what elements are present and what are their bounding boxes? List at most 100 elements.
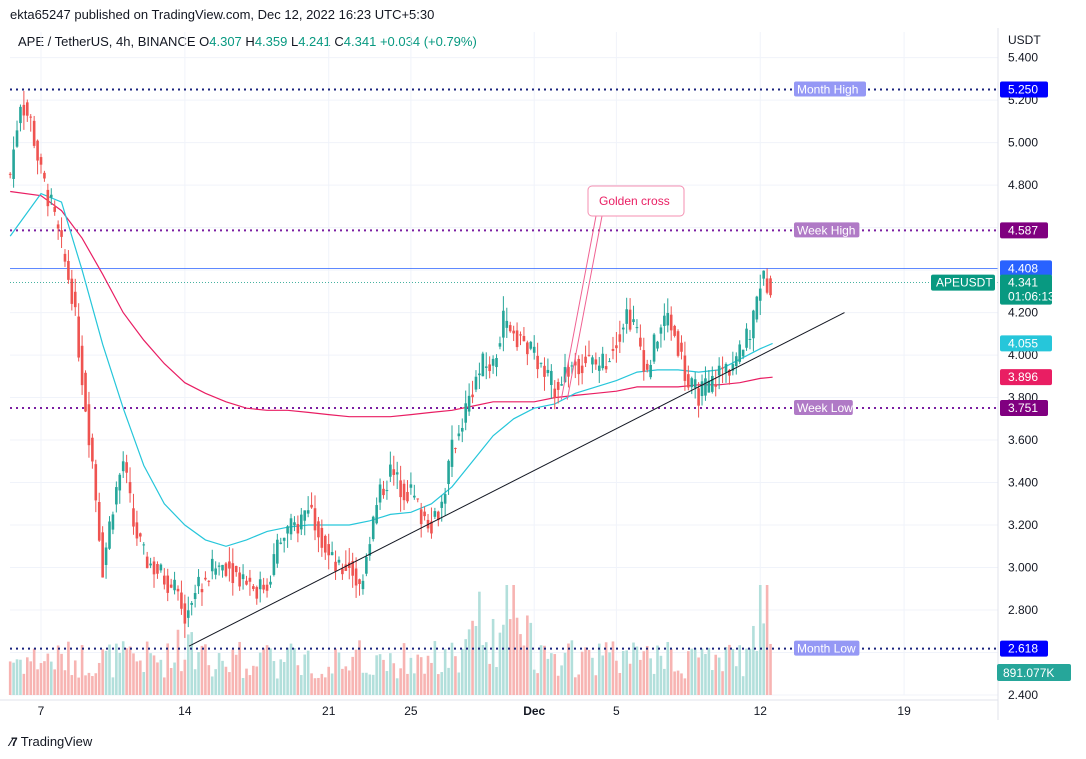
level-price-tag	[1000, 81, 1048, 98]
volume-bar	[457, 672, 461, 695]
candle-body	[731, 364, 735, 371]
candle-body	[15, 130, 19, 147]
candle-body	[217, 565, 221, 567]
candle-body	[286, 526, 289, 534]
volume-bar	[282, 661, 286, 695]
volume-bar	[351, 656, 354, 695]
candle-body	[741, 349, 745, 357]
volume-bar	[12, 662, 15, 695]
candle-body	[371, 516, 375, 540]
tradingview-logo-icon: ⁄7	[10, 734, 18, 749]
volume-bar	[498, 632, 502, 695]
volume-bar	[228, 672, 231, 695]
price-tag	[1000, 274, 1052, 305]
candle-body	[673, 325, 676, 336]
candle-body	[149, 563, 152, 566]
volume-bar	[395, 678, 399, 695]
volume-bar	[221, 660, 224, 695]
candle-body	[471, 394, 474, 398]
candle-body	[491, 358, 495, 366]
candle-body	[262, 584, 265, 590]
price-tag	[1000, 335, 1052, 352]
candle-body	[539, 362, 543, 364]
candle-body	[738, 344, 741, 362]
volume-bar	[526, 615, 529, 695]
candle-body	[214, 568, 217, 575]
candle-body	[245, 580, 248, 585]
candle-body	[597, 365, 601, 371]
volume-bar	[183, 659, 187, 695]
candle-body	[700, 381, 704, 396]
volume-bar	[680, 673, 683, 695]
volume-bar	[419, 657, 423, 695]
candle-body	[488, 364, 491, 372]
volume-bar	[745, 648, 748, 695]
volume-bar	[382, 659, 385, 695]
volume-bar	[279, 659, 283, 695]
volume-bar	[389, 653, 392, 695]
volume-bar	[546, 658, 550, 695]
volume-bar	[80, 645, 84, 695]
volume-bar	[323, 677, 327, 695]
volume-bar	[734, 666, 738, 695]
volume-bar	[556, 675, 560, 695]
volume-bar	[19, 659, 22, 695]
volume-bar	[639, 659, 642, 695]
candle-body	[546, 369, 550, 374]
candle-body	[580, 365, 584, 374]
volume-bar	[262, 648, 265, 695]
volume-bar	[317, 677, 320, 695]
tradingview-footer[interactable]: ⁄7 TradingView	[10, 734, 92, 749]
candle-body	[224, 563, 228, 576]
volume-bar	[145, 641, 149, 695]
candle-body	[382, 488, 385, 496]
candle-body	[354, 568, 358, 586]
candle-body	[556, 382, 560, 390]
high-value: 4.359	[254, 34, 288, 49]
candle-body	[680, 342, 683, 352]
volume-bar	[433, 641, 437, 695]
candle-body	[115, 487, 118, 505]
volume-bar	[440, 672, 444, 695]
candle-body	[142, 544, 146, 546]
volume-bar	[217, 653, 221, 695]
candle-body	[505, 320, 509, 328]
volume-bar	[303, 654, 307, 695]
candle-body	[659, 327, 663, 334]
volume-bar	[560, 665, 563, 695]
volume-bar	[128, 646, 132, 695]
volume-bar	[604, 642, 608, 695]
symbol-title[interactable]: APE / TetherUS, 4h, BINANCE	[18, 34, 196, 49]
volume-bar	[467, 629, 471, 695]
volume-bar	[567, 643, 570, 695]
volume-bar	[693, 647, 697, 695]
volume-bar	[173, 662, 176, 695]
candle-body	[306, 510, 310, 514]
candle-body	[84, 372, 87, 412]
candle-body	[642, 350, 646, 372]
volume-bar	[717, 657, 721, 695]
volume-bar	[135, 661, 139, 695]
volume-bar	[385, 671, 389, 695]
volume-bar	[621, 651, 625, 695]
candle-body	[183, 603, 187, 624]
volume-bar	[296, 665, 300, 695]
volume-bar	[361, 672, 365, 695]
candle-body	[584, 356, 587, 364]
candle-body	[29, 116, 33, 118]
candle-body	[60, 230, 63, 237]
volume-bar	[224, 666, 228, 695]
candle-body	[574, 361, 577, 366]
candle-body	[200, 589, 204, 593]
level-price-tag	[1000, 222, 1048, 239]
volume-bar	[413, 673, 416, 695]
candle-body	[87, 404, 91, 446]
level-price-text: 2.618	[1008, 642, 1038, 656]
annotation-text: Golden cross	[599, 194, 670, 208]
y-tick-label: 5.400	[1008, 51, 1038, 65]
candle-body	[49, 194, 53, 198]
volume-bar	[200, 645, 204, 695]
volume-bar	[529, 622, 533, 695]
volume-bar	[344, 666, 348, 695]
